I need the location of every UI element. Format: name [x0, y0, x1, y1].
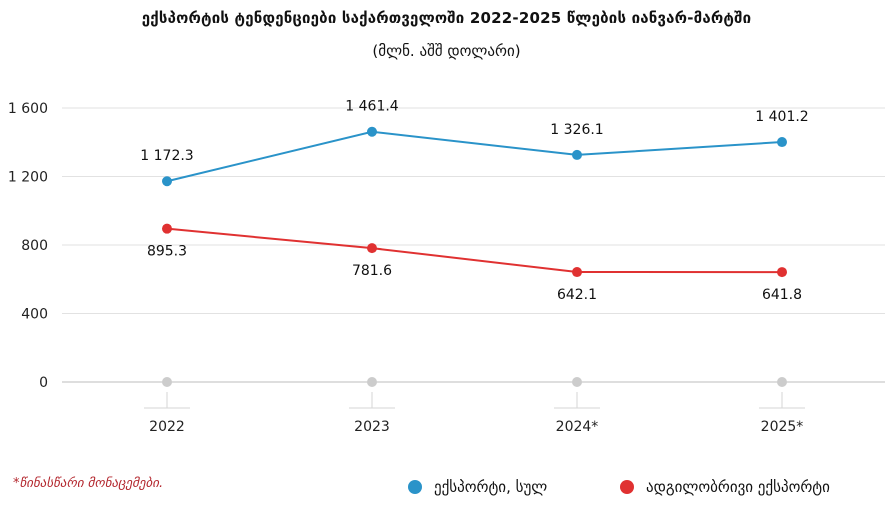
baseline-marker	[162, 377, 172, 387]
y-tick-label: 0	[39, 375, 48, 391]
data-point	[367, 126, 377, 137]
data-label: 1 172.3	[140, 148, 193, 164]
series-line-1	[166, 130, 783, 183]
data-label: 781.6	[352, 263, 392, 279]
chart-title: ექსპორტის ტენდენციები საქართველოში 2022-…	[141, 9, 752, 27]
y-tick-label: 1 600	[8, 101, 48, 117]
y-tick-label: 400	[21, 307, 48, 323]
data-point	[572, 267, 582, 278]
baseline-marker	[367, 377, 377, 387]
data-label: 642.1	[557, 287, 597, 303]
data-point	[162, 223, 172, 234]
data-label: 641.8	[762, 287, 802, 303]
x-tick-label: 2023	[354, 419, 390, 435]
data-label: 1 461.4	[345, 99, 399, 115]
data-point	[777, 267, 787, 278]
data-point	[777, 137, 787, 148]
chart-subtitle: (მლნ. აშშ დოლარი)	[372, 42, 521, 60]
y-tick-label: 800	[21, 238, 48, 254]
data-point	[572, 149, 582, 160]
data-label: 1 401.2	[755, 109, 808, 125]
x-tick-label: 2022	[149, 419, 185, 435]
line-chart: 0 400 800 1 200 1 600 2022 2023 2024* 2025* 1 172…	[8, 99, 885, 435]
data-point	[367, 243, 377, 254]
baseline-marker	[572, 377, 582, 387]
baseline-marker	[777, 377, 787, 387]
legend-label-total-export: ექსპორტი, სულ	[434, 478, 548, 496]
x-tick-label: 2024*	[556, 419, 599, 435]
series-line-2	[166, 227, 783, 274]
legend-item-total-export: ექსპორტი, სულ	[408, 478, 547, 496]
data-label: 895.3	[147, 244, 187, 260]
legend-item-domestic-export: ადგილობრივი ექსპორტი	[620, 478, 830, 496]
data-point	[162, 176, 172, 187]
y-tick-label: 1 200	[8, 170, 48, 186]
legend-marker-total-export	[408, 480, 422, 494]
footnote: *წინასწარი მონაცემები.	[13, 476, 164, 491]
data-label: 1 326.1	[550, 122, 603, 138]
legend-marker-domestic-export	[620, 480, 634, 494]
x-tick-label: 2025*	[761, 419, 804, 435]
legend-label-domestic-export: ადგილობრივი ექსპორტი	[646, 478, 830, 496]
